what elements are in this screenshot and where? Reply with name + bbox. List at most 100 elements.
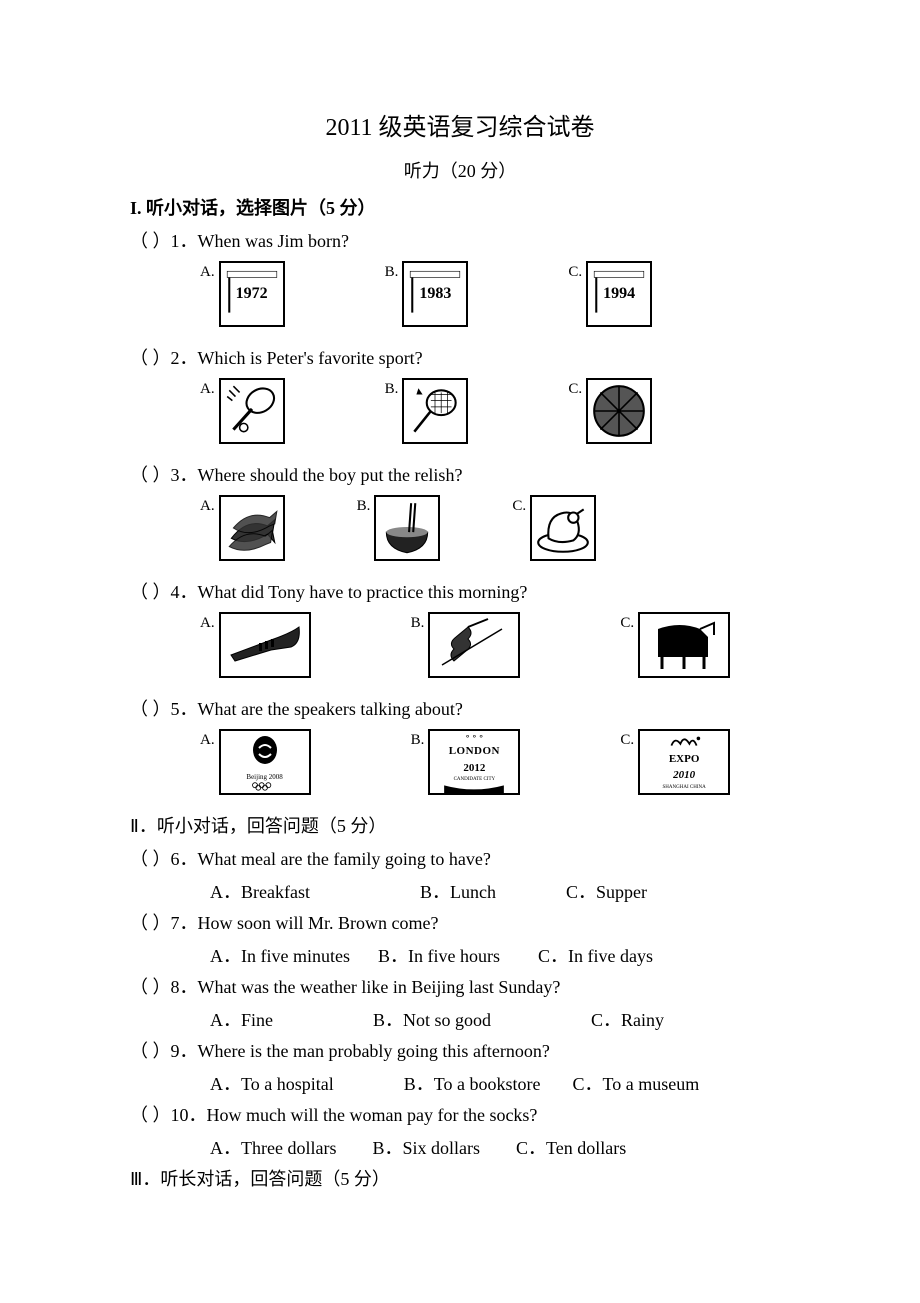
opt-label-c: C. (568, 378, 582, 401)
section-1-head: I. 听小对话，选择图片（5 分） (130, 195, 790, 222)
q4-options: A. B. C. (200, 612, 790, 678)
opt-label-b: B. (385, 378, 399, 401)
year-c: 1994 (603, 282, 635, 306)
q8-a[interactable]: A．Fine (210, 1007, 273, 1034)
q8-bracket[interactable]: （ ）8． (130, 977, 198, 997)
q7-c[interactable]: C．In five days (538, 943, 653, 970)
q3-opt-b[interactable]: B. (357, 495, 441, 561)
q6-a[interactable]: A．Breakfast (210, 879, 310, 906)
q6-bracket[interactable]: （ ）6． (130, 849, 198, 869)
q9-a[interactable]: A．To a hospital (210, 1071, 334, 1098)
opt-label-a: A. (200, 612, 215, 635)
rings: ⚬⚬⚬ (464, 731, 484, 743)
q4-opt-b[interactable]: B. (411, 612, 521, 678)
opt-label-c: C. (620, 729, 634, 752)
fish-icon (219, 495, 285, 561)
q6-text: What meal are the family going to have? (198, 849, 491, 869)
q2-line: （ ）2．Which is Peter's favorite sport? (130, 345, 790, 372)
q1-bracket[interactable]: （ ）1． (130, 231, 198, 251)
q2-opt-a[interactable]: A. (200, 378, 285, 444)
q5-opt-b[interactable]: B. ⚬⚬⚬ LONDON 2012 CANDIDATE CITY (411, 729, 521, 795)
basketball-icon (586, 378, 652, 444)
q3-text: Where should the boy put the relish? (198, 465, 463, 485)
q2-text: Which is Peter's favorite sport? (198, 348, 423, 368)
q7-b[interactable]: B．In five hours (378, 943, 500, 970)
q10-c[interactable]: C．Ten dollars (516, 1135, 626, 1162)
london-year: 2012 (463, 760, 485, 777)
trumpet-icon (219, 612, 311, 678)
q5-text: What are the speakers talking about? (198, 699, 463, 719)
q8-opts: A．Fine B．Not so good C．Rainy (210, 1007, 790, 1034)
opt-label-b: B. (411, 729, 425, 752)
q10-line: （ ）10．How much will the woman pay for th… (130, 1102, 790, 1129)
calendar-1994-icon: 1994 (586, 261, 652, 327)
q1-opt-b[interactable]: B. 1983 (385, 261, 469, 327)
opt-label-b: B. (411, 612, 425, 635)
calendar-1983-icon: 1983 (402, 261, 468, 327)
exam-title: 2011 级英语复习综合试卷 (130, 110, 790, 146)
q7-text: How soon will Mr. Brown come? (198, 913, 439, 933)
q7-a[interactable]: A．In five minutes (210, 943, 350, 970)
q7-opts: A．In five minutes B．In five hours C．In fiv… (210, 943, 790, 970)
q3-opt-a[interactable]: A. (200, 495, 285, 561)
q6-c[interactable]: C．Supper (566, 879, 647, 906)
tennis-racket-icon (219, 378, 285, 444)
q2-opt-c[interactable]: C. (568, 378, 652, 444)
q2-bracket[interactable]: （ ）2． (130, 348, 198, 368)
q9-text: Where is the man probably going this aft… (198, 1041, 550, 1061)
london-2012-logo-icon: ⚬⚬⚬ LONDON 2012 CANDIDATE CITY (428, 729, 520, 795)
q5-bracket[interactable]: （ ）5． (130, 699, 198, 719)
q9-b[interactable]: B．To a bookstore (404, 1071, 541, 1098)
q10-a[interactable]: A．Three dollars (210, 1135, 336, 1162)
q9-opts: A．To a hospital B．To a bookstore C．To a mu… (210, 1071, 790, 1098)
section-1-prefix: I. (130, 198, 142, 218)
q4-opt-a[interactable]: A. (200, 612, 311, 678)
q8-text: What was the weather like in Beijing las… (198, 977, 561, 997)
q10-b[interactable]: B．Six dollars (372, 1135, 480, 1162)
q3-opt-c[interactable]: C. (512, 495, 596, 561)
chicken-dish-icon (530, 495, 596, 561)
q1-text: When was Jim born? (198, 231, 349, 251)
q8-c[interactable]: C．Rainy (591, 1007, 664, 1034)
q3-line: （ ）3．Where should the boy put the relish… (130, 462, 790, 489)
expo-year: 2010 (673, 767, 695, 784)
opt-label-a: A. (200, 378, 215, 401)
exam-subtitle: 听力（20 分） (130, 158, 790, 185)
violin-icon (428, 612, 520, 678)
section-3-head: Ⅲ．听长对话，回答问题（5 分） (130, 1166, 790, 1193)
section-2-head: Ⅱ．听小对话，回答问题（5 分） (130, 813, 790, 840)
q10-opts: A．Three dollars B．Six dollars C．Ten dollar… (210, 1135, 790, 1162)
opt-label-b: B. (385, 261, 399, 284)
expo-text: EXPO (669, 751, 700, 768)
calendar-1972-icon: 1972 (219, 261, 285, 327)
q1-opt-c[interactable]: C. 1994 (568, 261, 652, 327)
q2-options: A. B. C. (200, 378, 790, 444)
q1-opt-a[interactable]: A. 1972 (200, 261, 285, 327)
opt-label-c: C. (512, 495, 526, 518)
london-text: LONDON (449, 743, 500, 760)
q5-opt-a[interactable]: A. Beijing 2008 (200, 729, 311, 795)
q7-bracket[interactable]: （ ）7． (130, 913, 198, 933)
q6-b[interactable]: B．Lunch (420, 879, 496, 906)
section-1-rest: 听小对话，选择图片（5 分） (142, 198, 376, 218)
q8-b[interactable]: B．Not so good (373, 1007, 491, 1034)
london-sub: CANDIDATE CITY (454, 776, 496, 784)
q10-text: How much will the woman pay for the sock… (207, 1105, 538, 1125)
q10-bracket[interactable]: （ ）10． (130, 1105, 207, 1125)
piano-icon (638, 612, 730, 678)
q6-line: （ ）6．What meal are the family going to h… (130, 846, 790, 873)
q5-opt-c[interactable]: C. EXPO 2010 SHANGHAI CHINA (620, 729, 730, 795)
expo-2010-logo-icon: EXPO 2010 SHANGHAI CHINA (638, 729, 730, 795)
q4-opt-c[interactable]: C. (620, 612, 730, 678)
q2-opt-b[interactable]: B. (385, 378, 469, 444)
q9-bracket[interactable]: （ ）9． (130, 1041, 198, 1061)
opt-label-c: C. (568, 261, 582, 284)
q9-line: （ ）9．Where is the man probably going thi… (130, 1038, 790, 1065)
q3-bracket[interactable]: （ ）3． (130, 465, 198, 485)
q3-options: A. B. C. (200, 495, 790, 561)
q9-c[interactable]: C．To a museum (572, 1071, 699, 1098)
q4-bracket[interactable]: （ ）4． (130, 582, 198, 602)
beijing-text: Beijing 2008 (246, 774, 282, 781)
q1-options: A. 1972 B. 1983 C. 1994 (200, 261, 790, 327)
q4-text: What did Tony have to practice this morn… (198, 582, 528, 602)
